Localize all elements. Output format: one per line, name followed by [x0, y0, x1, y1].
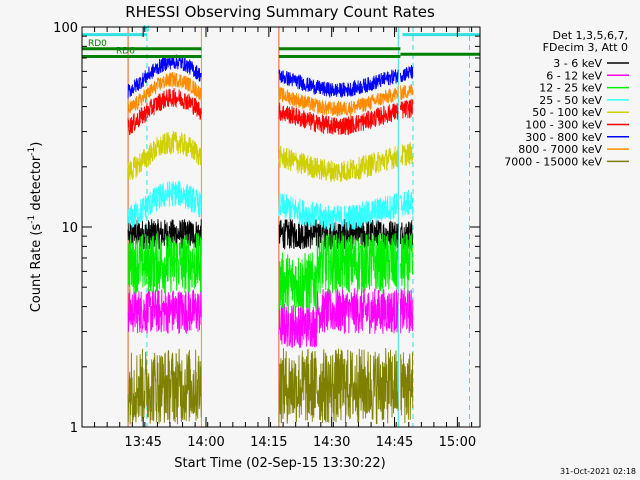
legend-label-6: 300 - 800 keV [525, 131, 602, 144]
plot-area: N RD0 RD6 [82, 25, 480, 427]
series-line-3 [127, 180, 414, 232]
y-label-sup2: -1 [27, 147, 37, 156]
x-tick-label: 15:00 [439, 435, 476, 450]
series-line-2 [127, 232, 414, 313]
y-axis-label: Count Rate (s-1 detector-1) [27, 142, 44, 313]
x-tick-label: 14:00 [187, 435, 224, 450]
series-line-8 [127, 347, 414, 425]
flag-label-2: RD0 [88, 39, 107, 49]
legend-label-5: 100 - 300 keV [525, 119, 602, 132]
y-axis: 1 10 100 [53, 21, 480, 436]
chart-title: RHESSI Observing Summary Count Rates [125, 3, 435, 21]
legend-label-4: 50 - 100 keV [532, 106, 602, 119]
series-line-6 [127, 54, 414, 99]
y-label-main: Count Rate (s [29, 224, 44, 313]
x-axis-label: Start Time (02-Sep-15 13:30:22) [174, 456, 385, 471]
y-tick-label: 10 [61, 221, 78, 236]
y-label-sup1: -1 [27, 215, 37, 224]
x-tick-label: 14:15 [250, 435, 287, 450]
series-line-5 [127, 87, 414, 136]
flag-label-0: N [143, 25, 150, 35]
series-line-4 [127, 131, 414, 183]
legend-label-2: 12 - 25 keV [539, 82, 602, 95]
legend-header-line-1: Det 1,3,5,6,7, [552, 29, 628, 42]
x-tick-label: 14:30 [313, 435, 350, 450]
legend-label-3: 25 - 50 keV [539, 94, 602, 107]
series-line-7 [127, 72, 414, 117]
legend-header-line-2: FDecim 3, Att 0 [543, 41, 628, 54]
x-tick-label: 13:45 [124, 435, 161, 450]
flag-label-5: RD6 [116, 47, 135, 57]
y-label-mid: detector [29, 155, 44, 215]
x-tick-label: 14:45 [376, 435, 413, 450]
legend-label-0: 3 - 6 keV [553, 57, 602, 70]
y-label-end: ) [29, 142, 44, 147]
series-line-1 [127, 287, 414, 348]
legend-label-8: 7000 - 15000 keV [504, 155, 602, 168]
y-tick-label: 100 [53, 21, 78, 36]
timestamp: 31-Oct-2021 02:18 [560, 467, 636, 476]
legend-label-7: 800 - 7000 keV [518, 143, 602, 156]
legend: Det 1,3,5,6,7, FDecim 3, Att 0 3 - 6 keV… [504, 29, 629, 168]
legend-label-1: 6 - 12 keV [546, 69, 602, 82]
y-tick-label: 1 [70, 421, 78, 436]
x-axis: 13:45 14:00 14:15 14:30 14:45 15:00 [81, 27, 476, 450]
